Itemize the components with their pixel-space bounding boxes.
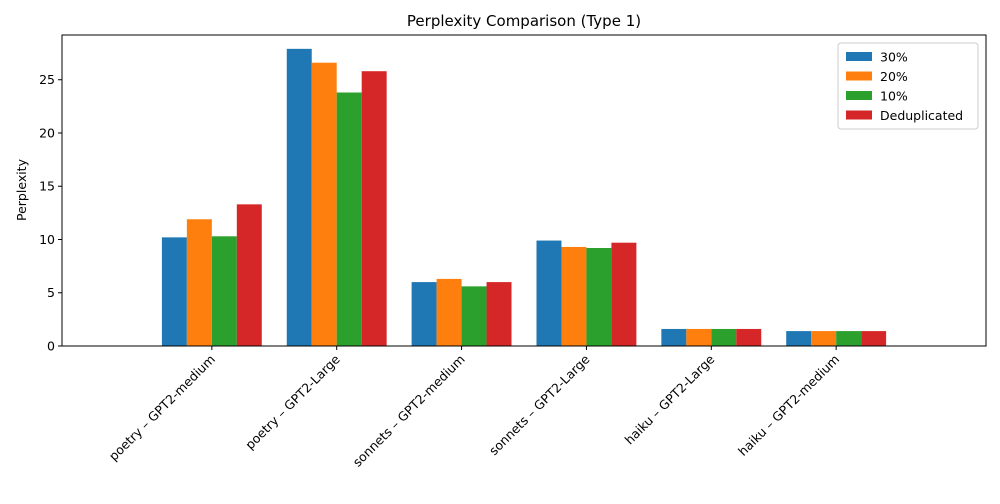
legend-label-1: 30%	[880, 50, 908, 65]
y-tick-label-3: 15	[39, 179, 55, 194]
bar-3-1	[211, 236, 237, 346]
bar-4-2	[361, 71, 387, 347]
bar-2-5	[686, 328, 712, 346]
legend-swatch-2	[846, 71, 872, 81]
legend-label-4: Deduplicated	[880, 108, 963, 123]
bar-1-6	[786, 331, 812, 346]
legend-swatch-4	[846, 110, 872, 120]
y-tick-label-2: 10	[39, 232, 55, 247]
x-tick-label-4: haiku – GPT2-Large	[622, 351, 718, 447]
x-ticks-layer: poetry – GPT2-medium poetry – GPT2-Large s…	[106, 346, 842, 470]
bar-3-4	[586, 248, 612, 346]
bar-3-2	[336, 92, 362, 346]
bar-1-2	[286, 48, 312, 346]
bar-3-3	[461, 286, 487, 346]
bar-3-5	[711, 328, 737, 346]
x-tick-label-2: sonnets – GPT2-medium	[350, 352, 468, 470]
y-tick-label-1: 5	[47, 285, 55, 300]
legend-swatch-1	[846, 52, 872, 61]
y-tick-label-5: 25	[39, 72, 55, 87]
bar-4-3	[486, 282, 512, 346]
bar-4-5	[736, 328, 762, 346]
y-ticks-layer: 0 5 10 15 20 25	[39, 72, 62, 354]
legend-label-3: 10%	[880, 89, 908, 104]
bar-1-1	[161, 237, 187, 346]
bar-1-4	[536, 240, 562, 346]
bar-4-6	[861, 331, 887, 346]
bar-3-6	[836, 331, 862, 346]
legend-label-2: 20%	[880, 69, 908, 84]
legend-swatch-3	[846, 91, 872, 100]
bar-2-6	[811, 331, 837, 346]
plot-frame	[61, 34, 987, 347]
y-tick-label-0: 0	[47, 339, 55, 354]
bar-2-3	[436, 278, 462, 346]
x-tick-label-0: poetry – GPT2-medium	[106, 352, 218, 464]
bar-2-1	[186, 219, 212, 346]
legend: 30% 20% 10% Deduplicated	[837, 42, 979, 130]
legend-box	[837, 42, 979, 130]
chart-title: Perplexity Comparison (Type 1)	[407, 12, 641, 30]
y-axis-label: Perplexity	[14, 158, 29, 221]
x-tick-label-3: sonnets – GPT2-Large	[486, 351, 593, 458]
bar-2-4	[561, 246, 587, 346]
bar-4-1	[236, 204, 262, 346]
x-tick-label-1: poetry – GPT2-Large	[242, 351, 343, 452]
bar-4-4	[611, 242, 637, 346]
y-tick-label-4: 20	[39, 125, 55, 140]
x-tick-label-5: haiku – GPT2-medium	[735, 352, 842, 459]
bar-2-2	[311, 62, 337, 346]
bar-1-5	[661, 328, 687, 346]
bar-1-3	[411, 282, 437, 346]
bars-layer	[161, 48, 887, 347]
